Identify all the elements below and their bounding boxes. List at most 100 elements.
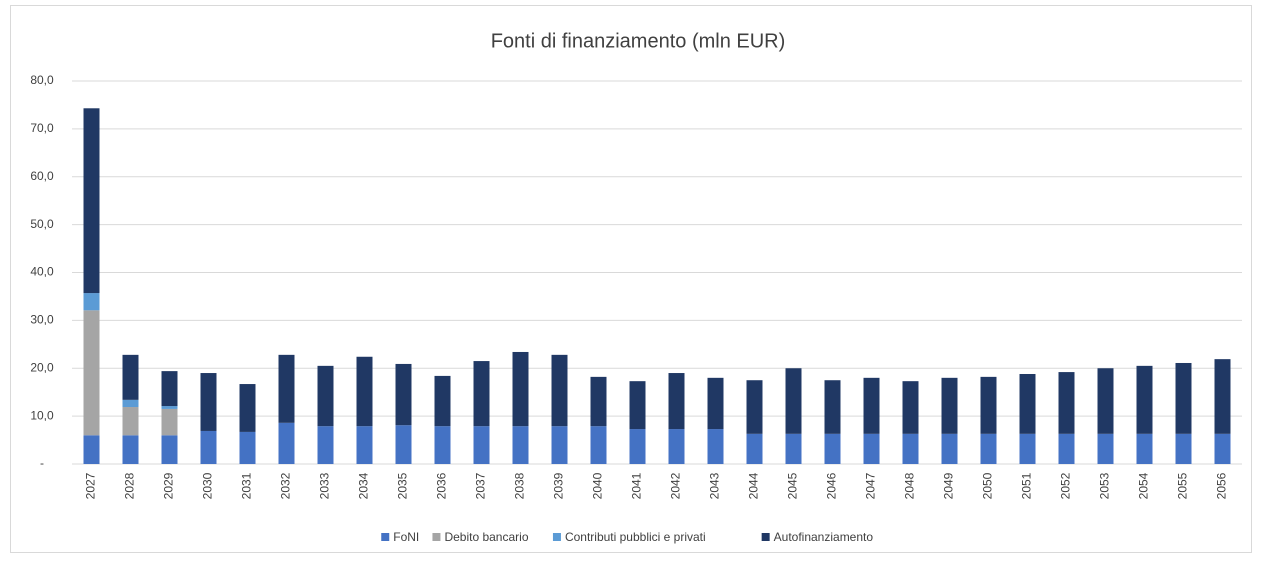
x-tick-label: 2036 [435, 472, 449, 499]
bar-segment [278, 354, 295, 423]
bar-segment [1214, 433, 1231, 464]
bar-segment [473, 361, 490, 427]
bar-segment [122, 354, 139, 400]
bar-segment [161, 406, 178, 409]
x-tick-label: 2039 [552, 472, 566, 499]
y-tick-label: 20,0 [30, 360, 54, 374]
bar-segment [1175, 433, 1192, 464]
x-tick-label: 2045 [786, 472, 800, 499]
bar-segment [1058, 372, 1075, 434]
bar-segment [941, 433, 958, 464]
x-tick-label: 2053 [1098, 472, 1112, 499]
bar-segment [512, 426, 529, 464]
x-tick-label: 2037 [474, 472, 488, 499]
x-tick-label: 2027 [84, 472, 98, 499]
bar-segment [239, 431, 256, 464]
bar-segment [395, 425, 412, 464]
bar-segment [707, 377, 724, 430]
bar-segment [317, 365, 334, 427]
legend-label: Contributi pubblici e privati [565, 530, 706, 544]
bar-segment [1136, 365, 1153, 434]
bar-segment [824, 433, 841, 464]
bar-segment [590, 426, 607, 464]
x-tick-label: 2034 [357, 472, 371, 499]
bar-segment [1136, 433, 1153, 464]
x-tick-label: 2047 [864, 472, 878, 499]
legend-label: Debito bancario [444, 530, 528, 544]
bar-segment [122, 435, 139, 464]
bar-segment [317, 426, 334, 464]
x-tick-label: 2038 [513, 472, 527, 499]
bar-segment [395, 363, 412, 426]
bar-segment [83, 310, 100, 436]
bar-segment [161, 408, 178, 436]
bar-segment [161, 435, 178, 464]
x-tick-label: 2030 [201, 472, 215, 499]
bar-segment [356, 356, 373, 427]
bar-segment [200, 373, 217, 431]
bar-segment [941, 377, 958, 434]
bar-segment [707, 429, 724, 464]
x-tick-label: 2042 [669, 472, 683, 499]
bar-segment [278, 422, 295, 464]
bar-segment [629, 429, 646, 464]
bar-segment [902, 381, 919, 434]
bar-segment [551, 354, 568, 427]
x-tick-label: 2031 [240, 472, 254, 499]
y-tick-label: 30,0 [30, 313, 54, 327]
bar-segment [1097, 433, 1114, 464]
x-tick-label: 2051 [1020, 472, 1034, 499]
x-tick-label: 2048 [903, 472, 917, 499]
bar-segment [83, 108, 100, 294]
x-tick-label: 2035 [396, 472, 410, 499]
bar-segment [1214, 359, 1231, 434]
y-tick-label: 10,0 [30, 408, 54, 422]
bar-segment [668, 429, 685, 464]
x-tick-label: 2044 [747, 472, 761, 499]
x-tick-label: 2056 [1215, 472, 1229, 499]
bar-segment [83, 435, 100, 464]
chart-frame [10, 5, 1252, 553]
bar-segment [902, 433, 919, 464]
bar-segment [590, 376, 607, 427]
bar-segment [161, 371, 178, 407]
x-tick-label: 2052 [1059, 472, 1073, 499]
bar-segment [356, 426, 373, 464]
bar-segment [980, 433, 997, 464]
bar-segment [746, 433, 763, 464]
x-tick-label: 2028 [123, 472, 137, 499]
bar-segment [863, 377, 880, 434]
bar-segment [434, 375, 451, 427]
bar-segment [551, 426, 568, 464]
x-tick-label: 2041 [630, 472, 644, 499]
bar-segment [980, 376, 997, 434]
bar-segment [668, 373, 685, 430]
bar-segment [434, 426, 451, 464]
x-tick-label: 2029 [162, 472, 176, 499]
y-tick-label: 50,0 [30, 217, 54, 231]
bar-segment [746, 380, 763, 434]
bar-segment [200, 430, 217, 464]
bar-segment [512, 351, 529, 427]
x-tick-label: 2046 [825, 472, 839, 499]
chart-title: Fonti di finanziamento (mln EUR) [491, 30, 786, 52]
bar-segment [863, 433, 880, 464]
y-tick-label: 60,0 [30, 169, 54, 183]
x-tick-label: 2033 [318, 472, 332, 499]
bar-segment [785, 368, 802, 434]
bar-segment [122, 407, 139, 436]
y-tick-label: 80,0 [30, 73, 54, 87]
y-tick-label: - [40, 456, 44, 470]
bar-segment [1058, 433, 1075, 464]
bar-segment [1097, 368, 1114, 434]
bar-segment [1019, 433, 1036, 464]
bar-segment [122, 399, 139, 408]
bar-segment [824, 380, 841, 434]
bar-segment [83, 293, 100, 311]
legend-swatch [432, 533, 441, 541]
y-tick-label: 70,0 [30, 121, 54, 135]
bar-segment [239, 384, 256, 432]
y-tick-label: 40,0 [30, 265, 54, 279]
bar-segment [629, 381, 646, 430]
x-tick-label: 2055 [1176, 472, 1190, 499]
